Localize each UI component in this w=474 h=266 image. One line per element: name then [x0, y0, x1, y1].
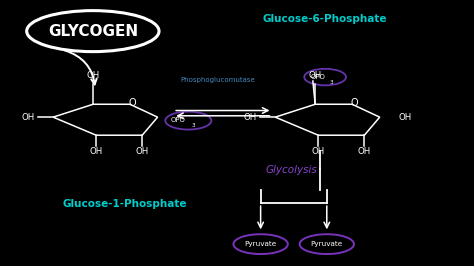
Text: 3: 3 — [330, 80, 334, 85]
Text: O: O — [351, 98, 358, 108]
Text: OH: OH — [90, 147, 103, 156]
Text: OPO: OPO — [310, 73, 325, 80]
Text: OH: OH — [358, 147, 371, 156]
Text: GLYCOGEN: GLYCOGEN — [48, 24, 138, 39]
Text: Glucose-1-Phosphate: Glucose-1-Phosphate — [62, 200, 187, 209]
Text: 3: 3 — [191, 123, 195, 128]
Text: Pyruvate: Pyruvate — [310, 241, 343, 247]
Text: OH: OH — [244, 113, 257, 122]
Text: Pyruvate: Pyruvate — [245, 241, 277, 247]
Text: OH: OH — [21, 113, 35, 122]
Text: OH: OH — [398, 113, 411, 122]
Text: Glycolysis: Glycolysis — [265, 165, 317, 175]
Text: OH: OH — [312, 147, 325, 156]
Text: Glucose-6-Phosphate: Glucose-6-Phosphate — [262, 14, 387, 24]
Text: OH: OH — [309, 72, 322, 80]
Text: OH: OH — [136, 147, 149, 156]
Text: Phosphoglucomutase: Phosphoglucomutase — [181, 77, 255, 83]
Text: OPO: OPO — [171, 117, 186, 123]
Text: OH: OH — [86, 72, 100, 80]
Text: O: O — [128, 98, 136, 108]
